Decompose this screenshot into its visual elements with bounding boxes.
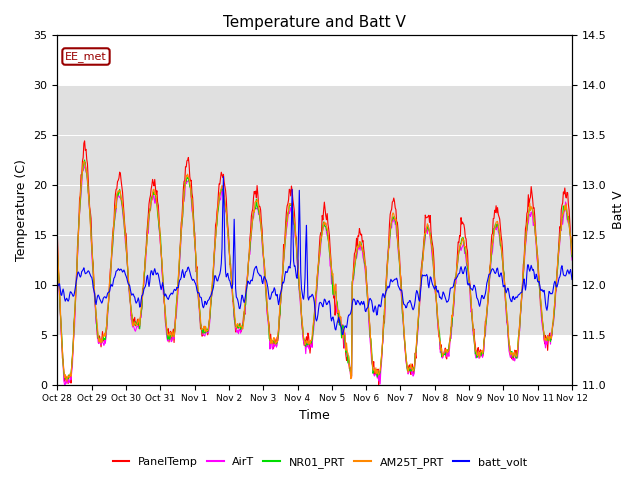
Title: Temperature and Batt V: Temperature and Batt V: [223, 15, 406, 30]
Bar: [58, 85, 572, 335]
Y-axis label: Temperature (C): Temperature (C): [15, 159, 28, 261]
X-axis label: Time: Time: [300, 409, 330, 422]
Legend: PanelTemp, AirT, NR01_PRT, AM25T_PRT, batt_volt: PanelTemp, AirT, NR01_PRT, AM25T_PRT, ba…: [108, 452, 532, 472]
Text: EE_met: EE_met: [65, 51, 107, 62]
Y-axis label: Batt V: Batt V: [612, 191, 625, 229]
